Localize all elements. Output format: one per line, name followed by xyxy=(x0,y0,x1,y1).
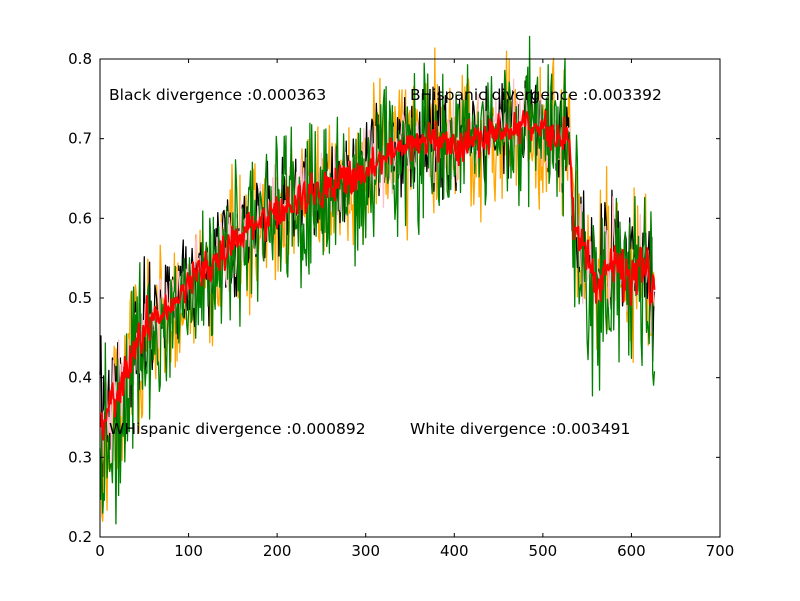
y-tick-label: 0.4 xyxy=(68,369,92,387)
series-line-3 xyxy=(99,35,656,525)
annotation-white-divergence: White divergence :0.003491 xyxy=(410,420,630,438)
x-tick-label: 600 xyxy=(617,542,646,560)
series-line-4 xyxy=(99,109,656,441)
y-tick-label: 0.7 xyxy=(68,130,92,148)
tick-layer: 0 100 200 300 400 500 600 700 0.2 0.3 0.4 0.5 0.6 0.7… xyxy=(68,50,734,560)
annotation-whispanic-divergence: WHispanic divergence :0.000892 xyxy=(109,420,366,438)
x-tick-label: 200 xyxy=(263,542,292,560)
x-tick-label: 300 xyxy=(351,542,380,560)
x-tick-label: 700 xyxy=(706,542,735,560)
y-tick-label: 0.5 xyxy=(68,289,92,307)
x-tick-label: 100 xyxy=(174,542,203,560)
series-layer xyxy=(99,35,656,525)
y-tick-label: 0.3 xyxy=(68,448,92,466)
annotation-bhispanic-divergence: BHispanic divergence :0.003392 xyxy=(410,86,662,104)
y-tick-label: 0.8 xyxy=(68,50,92,68)
y-tick-label: 0.2 xyxy=(68,528,92,546)
y-tick-label: 0.6 xyxy=(68,209,92,227)
x-tick-label: 400 xyxy=(440,542,469,560)
x-tick-label: 0 xyxy=(95,542,105,560)
x-tick-label: 500 xyxy=(529,542,558,560)
annotation-black-divergence: Black divergence :0.000363 xyxy=(109,86,326,104)
